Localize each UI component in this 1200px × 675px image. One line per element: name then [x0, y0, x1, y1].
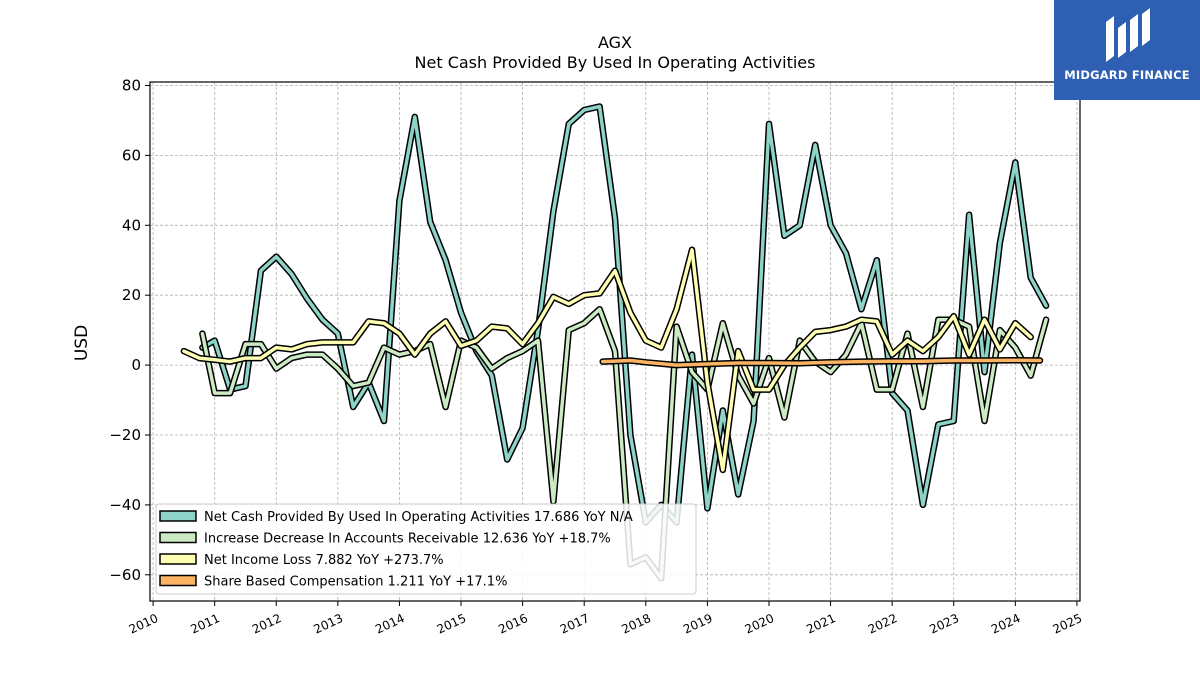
legend-label-0: Net Cash Provided By Used In Operating A…: [204, 510, 633, 525]
y-tick-label: 80: [122, 76, 141, 94]
midgard-finance-logo: MIDGARD FINANCE: [1054, 0, 1200, 100]
legend-box: [155, 503, 697, 595]
y-tick-label: −60: [109, 566, 141, 584]
legend-swatch-1: [159, 531, 197, 544]
legend-swatch-0: [159, 510, 197, 522]
y-tick-label: 60: [122, 146, 141, 164]
legend-label-2: Net Income Loss 7.882 YoY +273.7%: [204, 553, 444, 568]
legend: Net Cash Provided By Used In Operating A…: [155, 503, 697, 595]
series-line-0: [200, 104, 1048, 525]
y-tick-label: 0: [131, 356, 141, 374]
legend-swatch-3: [159, 574, 197, 587]
series-lines: [180, 103, 1050, 582]
chart-title: AGX: [598, 33, 632, 52]
chart-subtitle: Net Cash Provided By Used In Operating A…: [415, 53, 816, 72]
y-tick-label: 20: [122, 286, 141, 304]
legend-swatch-2: [159, 553, 197, 565]
y-tick-label: 40: [122, 216, 141, 234]
y-tick-label: −20: [109, 426, 141, 444]
logo-text: MIDGARD FINANCE: [1064, 68, 1190, 82]
series-line-2: [182, 248, 1033, 472]
plot-frame: [149, 81, 1081, 602]
series-line-3: [600, 358, 1042, 367]
legend-label-3: Share Based Compensation 1.211 YoY +17.1…: [204, 575, 507, 590]
y-axis-label: USD: [72, 325, 92, 361]
y-tick-label: −40: [109, 496, 141, 514]
midgard-finance-logo-icon: [1106, 8, 1150, 62]
legend-label-1: Increase Decrease In Accounts Receivable…: [204, 532, 611, 547]
